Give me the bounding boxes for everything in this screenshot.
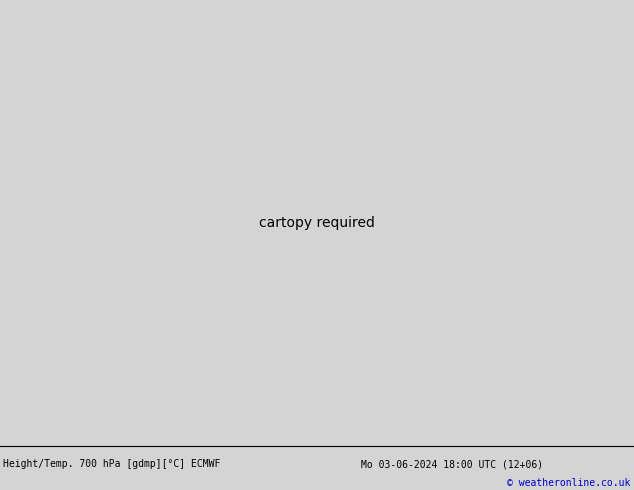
Text: Mo 03-06-2024 18:00 UTC (12+06): Mo 03-06-2024 18:00 UTC (12+06) [361,459,543,469]
Text: © weatheronline.co.uk: © weatheronline.co.uk [507,478,631,488]
Text: Height/Temp. 700 hPa [gdmp][°C] ECMWF: Height/Temp. 700 hPa [gdmp][°C] ECMWF [3,459,221,469]
Text: cartopy required: cartopy required [259,216,375,230]
